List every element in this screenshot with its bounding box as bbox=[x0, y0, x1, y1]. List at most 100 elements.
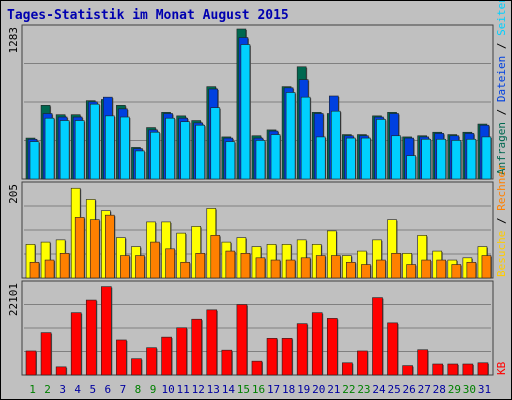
day-label-11: 11 bbox=[177, 383, 190, 396]
max-label-top: 1283 bbox=[7, 27, 20, 54]
day-label-31: 31 bbox=[478, 383, 491, 396]
chart-title: Tages-Statistik im Monat August 2015 bbox=[7, 8, 289, 23]
legend-middle-rechner: Rechner bbox=[495, 164, 508, 211]
max-label-middle: 205 bbox=[7, 184, 20, 204]
bar-seiten-22 bbox=[346, 137, 356, 180]
bar-kb-7 bbox=[116, 339, 127, 376]
bar-kb-10 bbox=[161, 336, 172, 376]
bar-rechner-28 bbox=[436, 259, 447, 279]
bar-seiten-19 bbox=[300, 96, 311, 180]
day-label-25: 25 bbox=[387, 383, 400, 396]
day-label-3: 3 bbox=[59, 383, 66, 396]
day-label-20: 20 bbox=[312, 383, 325, 396]
bar-kb-25 bbox=[387, 322, 398, 376]
bar-rechner-21 bbox=[330, 255, 341, 279]
bar-kb-19 bbox=[296, 323, 308, 376]
bar-rechner-6 bbox=[105, 214, 115, 279]
day-label-24: 24 bbox=[372, 383, 386, 396]
legend-bottom: KB bbox=[495, 361, 508, 375]
bar-kb-24 bbox=[372, 297, 383, 376]
bar-seiten-27 bbox=[421, 138, 431, 180]
bar-rechner-31 bbox=[481, 255, 492, 279]
bar-seiten-14 bbox=[225, 141, 236, 180]
bar-seiten-25 bbox=[391, 135, 401, 180]
day-label-9: 9 bbox=[150, 383, 157, 396]
bar-rechner-8 bbox=[135, 255, 145, 279]
bar-seiten-26 bbox=[406, 155, 416, 180]
bar-kb-20 bbox=[311, 312, 323, 376]
legend-top-seiten: Seiten bbox=[495, 1, 508, 36]
bar-rechner-24 bbox=[376, 259, 386, 279]
bar-seiten-4 bbox=[74, 120, 85, 180]
bar-seiten-21 bbox=[330, 110, 341, 180]
bar-kb-13 bbox=[206, 309, 218, 376]
bar-rechner-9 bbox=[150, 241, 160, 279]
bar-kb-12 bbox=[191, 318, 203, 376]
bar-kb-8 bbox=[131, 358, 142, 376]
bar-rechner-26 bbox=[406, 264, 416, 279]
day-label-6: 6 bbox=[105, 383, 112, 396]
bar-kb-5 bbox=[85, 299, 97, 376]
bar-seiten-12 bbox=[195, 124, 206, 180]
day-label-27: 27 bbox=[418, 383, 431, 396]
bar-seiten-11 bbox=[180, 121, 190, 180]
bar-seiten-17 bbox=[270, 134, 281, 180]
bar-kb-18 bbox=[281, 338, 293, 376]
bar-seiten-16 bbox=[255, 140, 266, 180]
bar-rechner-20 bbox=[315, 255, 326, 279]
bar-seiten-15 bbox=[240, 44, 251, 180]
day-label-5: 5 bbox=[89, 383, 96, 396]
bar-seiten-1 bbox=[29, 141, 40, 180]
day-label-8: 8 bbox=[135, 383, 142, 396]
bar-rechner-10 bbox=[165, 248, 175, 279]
day-label-1: 1 bbox=[29, 383, 36, 396]
bar-rechner-7 bbox=[120, 255, 130, 279]
legend-middle: Besuche / Rechner bbox=[495, 164, 508, 277]
legend-top: Anfragen / Dateien / Seiten bbox=[495, 1, 508, 175]
bar-kb-31 bbox=[477, 362, 489, 376]
bar-kb-15 bbox=[236, 304, 248, 376]
day-label-7: 7 bbox=[120, 383, 127, 396]
day-label-10: 10 bbox=[161, 383, 174, 396]
day-label-17: 17 bbox=[267, 383, 280, 396]
day-label-2: 2 bbox=[44, 383, 51, 396]
bar-seiten-24 bbox=[376, 119, 386, 180]
bar-rechner-5 bbox=[89, 219, 100, 279]
bar-seiten-9 bbox=[150, 131, 160, 180]
legend-top-anfragen: Anfragen bbox=[495, 122, 508, 175]
bar-seiten-29 bbox=[451, 140, 462, 180]
legend-top-separator: / bbox=[495, 102, 508, 122]
bar-seiten-7 bbox=[120, 116, 130, 180]
bar-rechner-27 bbox=[421, 259, 431, 279]
legend-middle-besuche: Besuche bbox=[495, 231, 508, 277]
bar-rechner-14 bbox=[225, 250, 236, 279]
bar-kb-28 bbox=[432, 363, 444, 376]
bar-kb-22 bbox=[342, 362, 353, 376]
bar-rechner-23 bbox=[361, 264, 371, 279]
day-label-14: 14 bbox=[222, 383, 236, 396]
bar-kb-16 bbox=[251, 360, 263, 376]
bar-kb-17 bbox=[266, 338, 278, 376]
day-label-4: 4 bbox=[74, 383, 81, 396]
bar-seiten-18 bbox=[285, 92, 296, 180]
day-label-13: 13 bbox=[207, 383, 220, 396]
bar-kb-6 bbox=[101, 286, 112, 376]
bar-kb-26 bbox=[402, 365, 413, 376]
bar-kb-2 bbox=[40, 332, 52, 376]
bar-rechner-29 bbox=[451, 264, 462, 279]
bar-rechner-12 bbox=[195, 253, 206, 279]
bar-seiten-28 bbox=[436, 138, 447, 180]
max-label-bottom: 22101 bbox=[7, 283, 20, 316]
day-label-30: 30 bbox=[463, 383, 476, 396]
bar-kb-21 bbox=[326, 318, 338, 376]
bar-seiten-2 bbox=[44, 117, 55, 180]
bar-seiten-30 bbox=[466, 138, 477, 180]
bar-rechner-25 bbox=[391, 253, 401, 279]
day-label-19: 19 bbox=[297, 383, 310, 396]
bar-kb-9 bbox=[146, 347, 157, 376]
day-label-23: 23 bbox=[357, 383, 370, 396]
bar-rechner-22 bbox=[346, 261, 356, 279]
bar-rechner-18 bbox=[285, 259, 296, 279]
